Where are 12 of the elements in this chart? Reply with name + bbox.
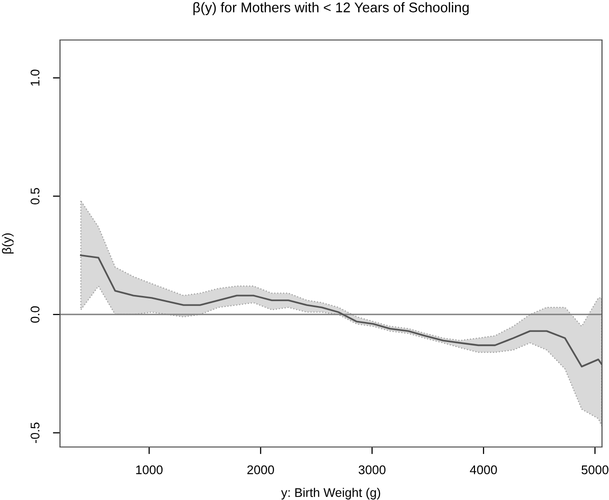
x-tick-label: 1000 bbox=[136, 465, 163, 474]
x-tick-label: 2000 bbox=[247, 465, 274, 474]
x-tick-label: 3000 bbox=[358, 465, 386, 474]
y-tick-label: 0.0 bbox=[30, 306, 40, 323]
y-tick-label: -0.5 bbox=[30, 422, 40, 444]
x-tick-label: 5000 bbox=[582, 465, 608, 474]
y-axis-title: β(y) bbox=[2, 233, 14, 254]
chart-title: β(y) for Mothers with < 12 Years of Schooling bbox=[193, 2, 469, 16]
y-tick-label: 1.0 bbox=[30, 70, 40, 86]
x-tick-label: 4000 bbox=[470, 465, 497, 474]
y-tick-label: 0.5 bbox=[30, 188, 40, 204]
x-axis-title: y: Birth Weight (g) bbox=[281, 488, 380, 500]
